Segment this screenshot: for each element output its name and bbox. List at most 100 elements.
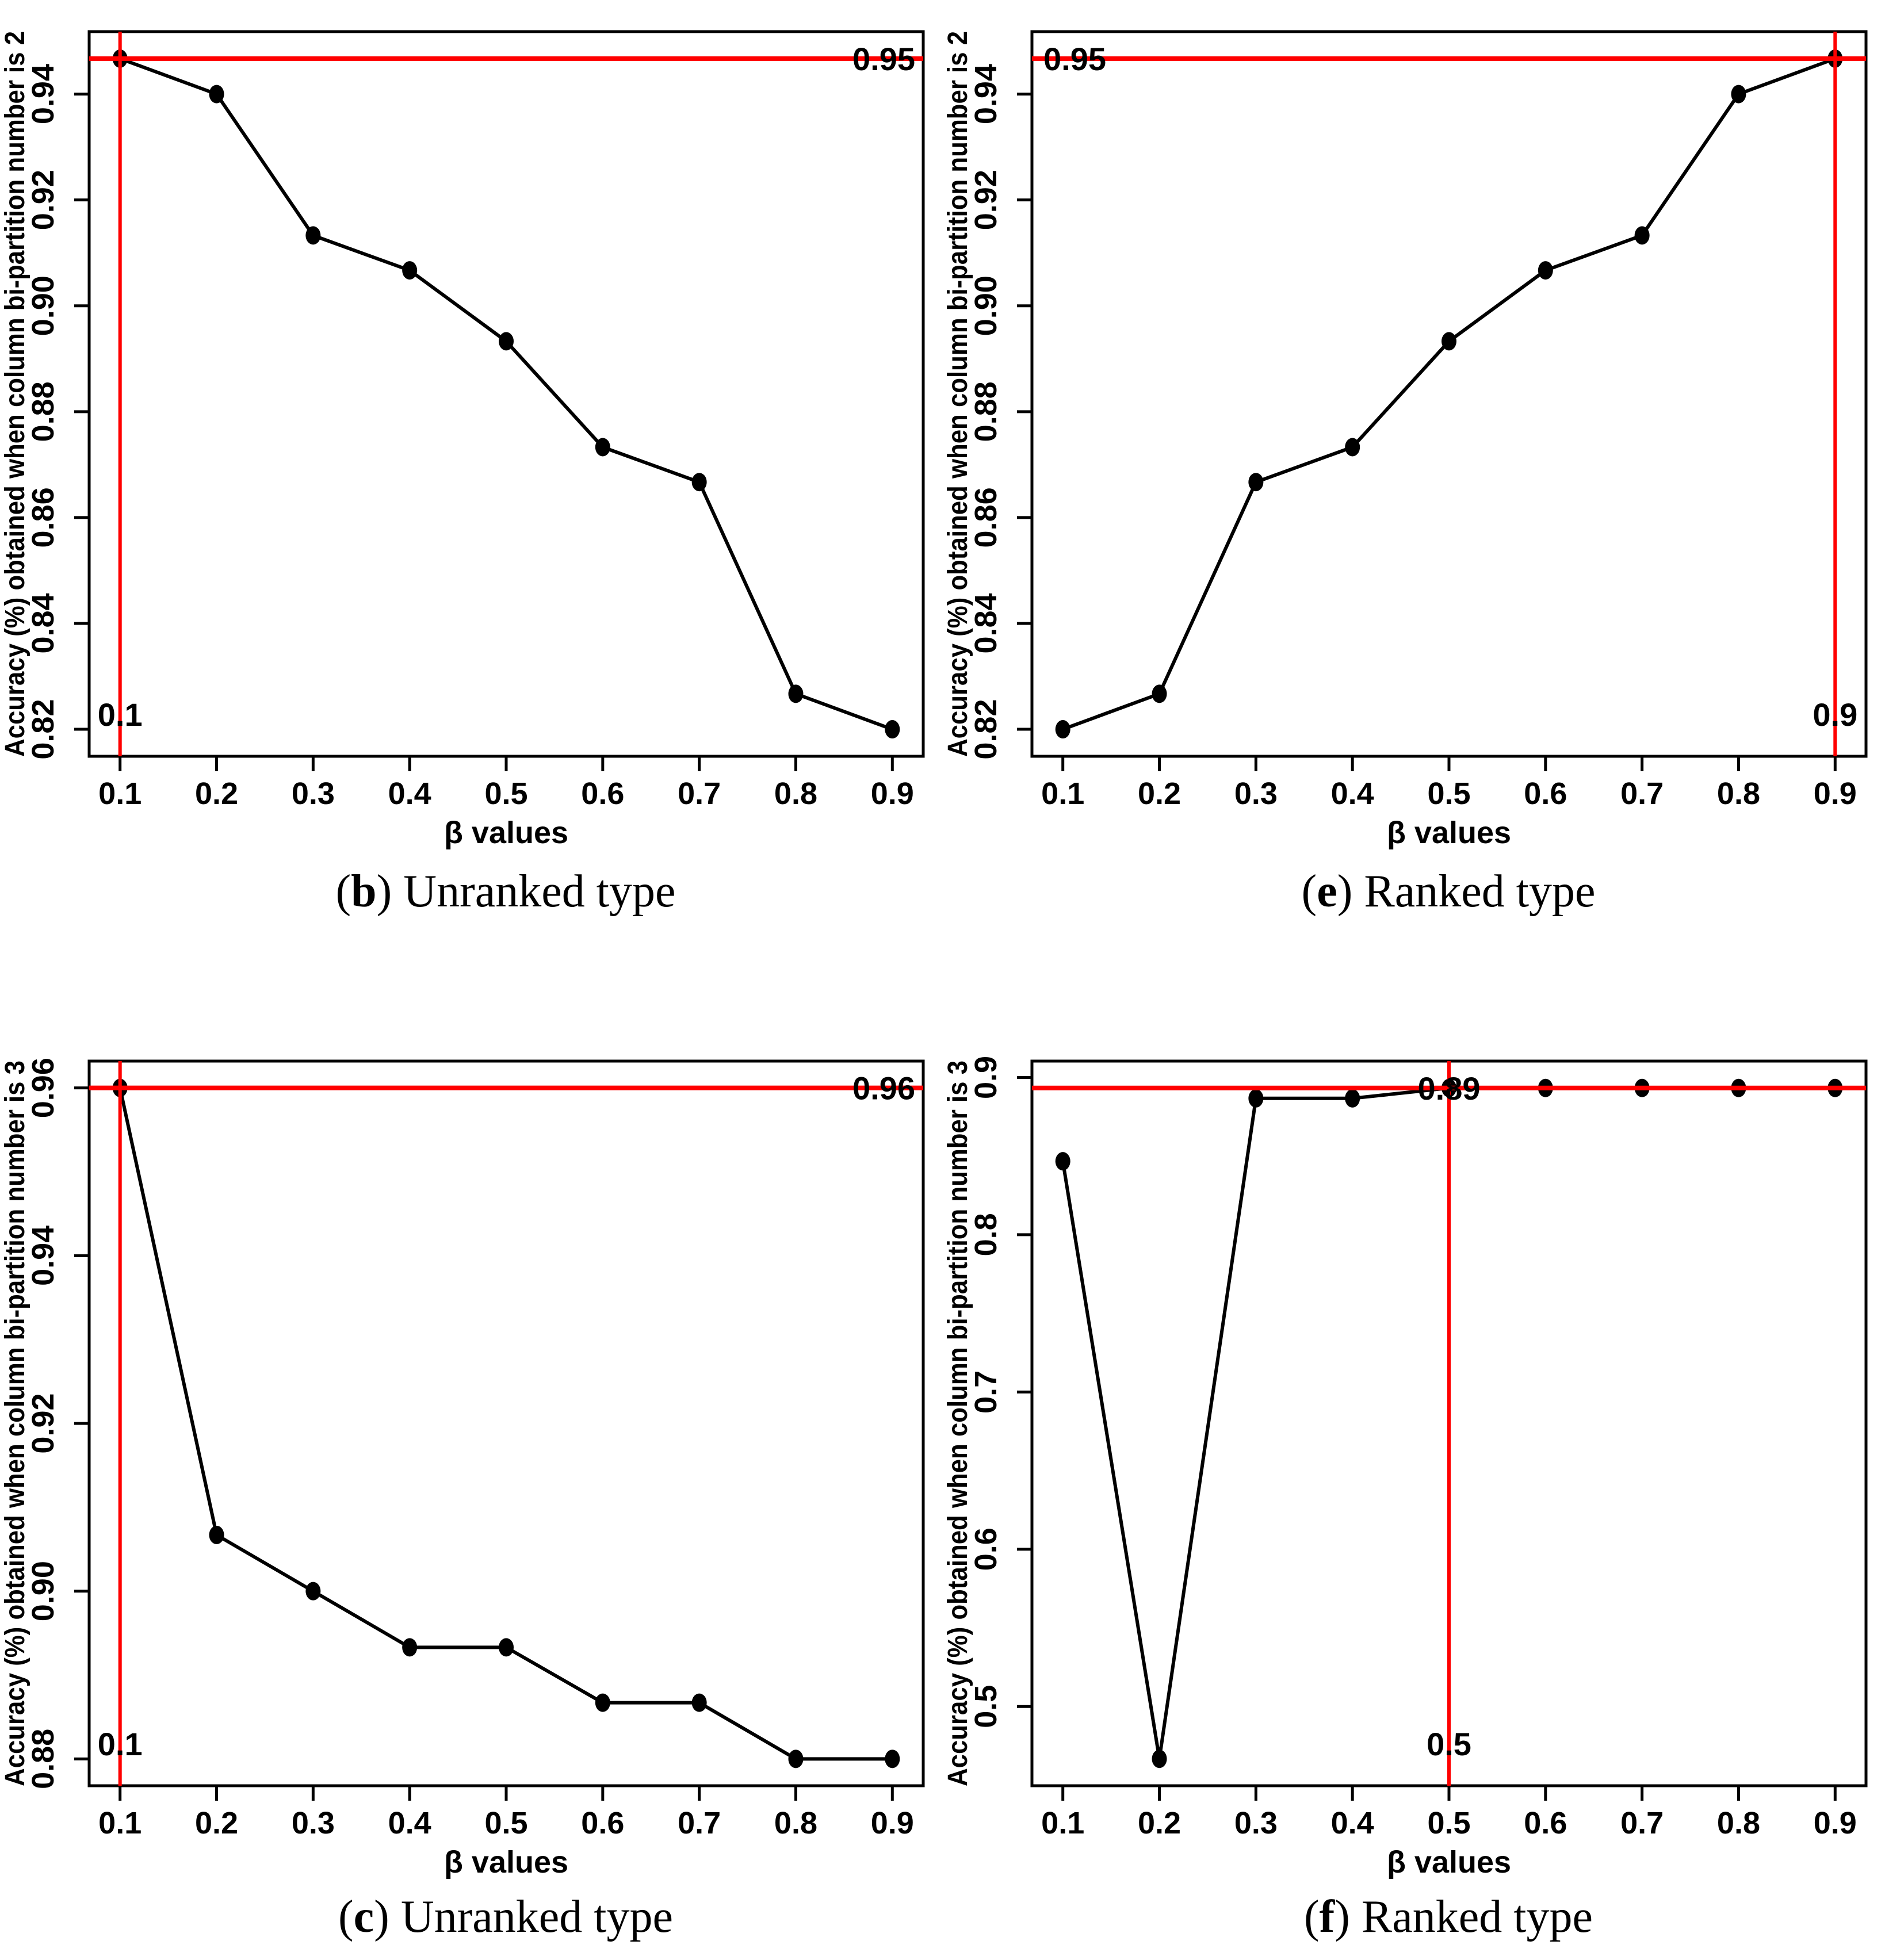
y-tick-label: 0.88 [26,381,60,442]
red-vline-label: 0.5 [1427,1726,1471,1762]
data-point [499,332,514,351]
y-tick-label: 0.7 [969,1371,1003,1414]
data-point [209,85,224,104]
data-point [1248,1089,1264,1108]
x-tick-label: 0.8 [774,776,817,811]
data-point [1538,261,1553,280]
y-tick-label: 0.86 [26,487,60,548]
plot-border [87,30,925,758]
x-tick-label: 0.9 [1814,776,1857,811]
y-tick-label: 0.88 [26,1729,60,1789]
plot-border [87,1059,925,1787]
x-tick-label: 0.6 [581,776,624,811]
red-vline-label: 0.9 [1813,696,1857,733]
y-axis-title: Accuracy (%) obtained when column bi-par… [943,31,973,757]
x-tick-label: 0.2 [195,776,238,811]
caption-letter: e [1317,866,1337,917]
y-tick-label: 0.6 [969,1528,1003,1571]
x-tick-label: 0.3 [1234,1806,1278,1840]
data-line [119,57,893,731]
paren-open: ( [338,1892,354,1942]
x-tick-label: 0.1 [98,776,142,811]
caption-text: Ranked type [1364,866,1596,917]
data-point [1731,85,1746,104]
y-tick-label: 0.8 [969,1213,1003,1256]
y-tick-label: 0.90 [969,275,1003,336]
data-point [595,1693,610,1712]
data-point [209,1525,224,1544]
x-tick-label: 0.6 [1524,1806,1567,1840]
caption-f: (f) Ranked type [977,1891,1885,1943]
caption-text: Unranked type [400,1892,673,1942]
data-point [885,720,900,739]
y-tick-label: 0.92 [26,170,60,230]
y-tick-label: 0.92 [26,1393,60,1453]
y-tick-label: 0.84 [969,593,1003,653]
data-point [1345,438,1360,457]
y-tick-label: 0.94 [26,1226,60,1286]
x-tick-label: 0.5 [484,776,527,811]
caption-e: (e) Ranked type [977,866,1885,918]
data-point [691,473,707,492]
data-point [1152,684,1167,703]
x-tick-label: 0.4 [1331,1806,1374,1840]
y-axis-title: Accuracy (%) obtained when column bi-par… [943,1061,973,1786]
red-hline-label: 0.96 [852,1070,915,1107]
x-tick-label: 0.5 [1427,776,1470,811]
x-axis-title: β values [1387,1845,1511,1879]
data-point [402,1638,418,1657]
data-point [885,1750,900,1768]
y-tick-label: 0.88 [969,381,1003,442]
x-tick-label: 0.4 [388,1806,431,1840]
data-point [788,1750,804,1768]
x-axis-title: β values [444,1845,568,1879]
y-tick-label: 0.96 [26,1058,60,1118]
red-vline-label: 0.1 [98,1726,143,1762]
caption-letter: c [353,1892,374,1942]
x-tick-label: 0.8 [1717,776,1760,811]
data-point [1634,226,1650,245]
y-tick-label: 0.90 [26,275,60,336]
y-tick-label: 0.82 [26,699,60,760]
paren-open: ( [1303,1892,1320,1942]
y-tick-label: 0.82 [969,699,1003,760]
caption-letter: b [351,866,377,917]
x-tick-label: 0.6 [1524,776,1567,811]
paren-open: ( [335,866,351,917]
paren-open: ( [1301,866,1317,917]
data-point [1442,332,1456,351]
x-tick-label: 0.4 [388,776,431,811]
x-tick-label: 0.1 [1041,1806,1084,1840]
caption-text: Unranked type [403,866,676,917]
paren-close: ) [1337,866,1364,917]
data-point [305,226,321,245]
y-tick-label: 0.5 [969,1685,1003,1728]
caption-letter: f [1319,1892,1335,1942]
data-point [402,261,418,280]
data-point [1345,1089,1360,1108]
x-tick-label: 0.7 [678,776,721,811]
red-hline-label: 0.95 [1043,41,1106,77]
x-axis-title: β values [1387,816,1511,850]
x-tick-label: 0.1 [1041,776,1084,811]
x-tick-label: 0.2 [1138,776,1181,811]
data-point [788,684,804,703]
y-tick-label: 0.94 [26,64,60,124]
y-tick-label: 0.90 [26,1561,60,1621]
data-line [1062,57,1836,731]
paren-close: ) [376,866,404,917]
y-tick-label: 0.86 [969,487,1003,548]
plot-border [1030,30,1868,758]
x-tick-label: 0.7 [678,1806,721,1840]
y-tick-label: 0.9 [969,1056,1003,1099]
data-point [305,1582,321,1601]
chart-ranked-bipartition-2: 0.1 0.2 0.3 0.4 0.5 0.6 0.7 0.8 0.9 0.82 0.84 0.86 0… [943,30,1868,850]
y-tick-label: 0.92 [969,170,1003,230]
data-point [691,1693,707,1712]
y-axis-title: Accuracy (%) obtained when column bi-par… [0,1061,30,1786]
red-hline-label: 0.89 [1418,1070,1481,1107]
x-axis-title: β values [444,816,568,850]
x-tick-label: 0.3 [1234,776,1278,811]
y-axis-title: Accuracy (%) obtained when column bi-par… [0,31,30,757]
